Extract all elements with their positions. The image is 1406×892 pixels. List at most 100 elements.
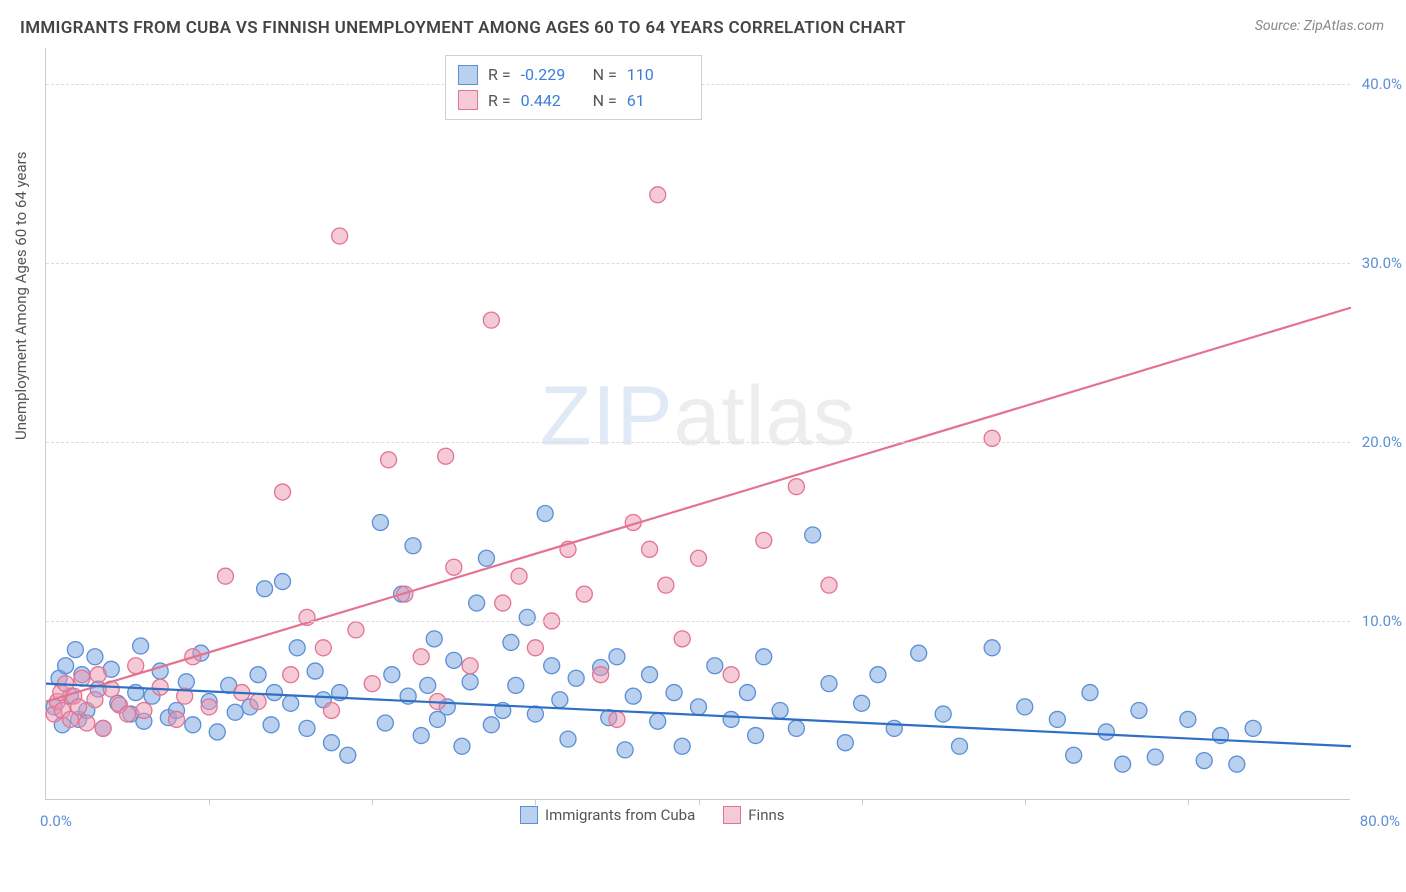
data-point	[748, 728, 764, 744]
stats-row-pink: R =0.442 N =61	[458, 88, 689, 114]
x-tick-mark	[535, 799, 536, 805]
y-tick: 30.0%	[1362, 254, 1402, 272]
data-point	[837, 735, 853, 751]
data-point	[723, 667, 739, 683]
data-point	[90, 667, 106, 683]
plot-svg	[46, 48, 1350, 799]
data-point	[788, 720, 804, 736]
data-point	[1196, 753, 1212, 769]
data-point	[1245, 720, 1261, 736]
data-point	[650, 713, 666, 729]
data-point	[1049, 711, 1065, 727]
data-point	[227, 704, 243, 720]
y-tick: 20.0%	[1362, 433, 1402, 451]
data-point	[691, 699, 707, 715]
data-point	[250, 667, 266, 683]
data-point	[1115, 756, 1131, 772]
data-point	[821, 676, 837, 692]
data-point	[537, 506, 553, 522]
x-tick-mark	[862, 799, 863, 805]
data-point	[508, 677, 524, 693]
data-point	[1082, 685, 1098, 701]
data-point	[609, 711, 625, 727]
data-point	[527, 640, 543, 656]
x-tick-mark	[1025, 799, 1026, 805]
data-point	[552, 692, 568, 708]
data-point	[71, 699, 87, 715]
data-point	[332, 228, 348, 244]
legend-label: Finns	[748, 806, 784, 824]
data-point	[250, 694, 266, 710]
x-tick-mark	[699, 799, 700, 805]
data-point	[870, 667, 886, 683]
data-point	[593, 667, 609, 683]
data-point	[495, 595, 511, 611]
data-point	[984, 430, 1000, 446]
data-point	[136, 702, 152, 718]
data-point	[788, 479, 804, 495]
data-point	[454, 738, 470, 754]
data-point	[854, 695, 870, 711]
grid-line	[46, 263, 1350, 264]
data-point	[381, 452, 397, 468]
data-point	[275, 574, 291, 590]
data-point	[87, 692, 103, 708]
data-point	[756, 649, 772, 665]
data-point	[185, 717, 201, 733]
data-point	[323, 735, 339, 751]
data-point	[283, 695, 299, 711]
data-point	[74, 670, 90, 686]
data-point	[201, 699, 217, 715]
data-point	[1147, 749, 1163, 765]
data-point	[691, 550, 707, 566]
data-point	[377, 715, 393, 731]
data-point	[364, 676, 380, 692]
data-point	[283, 667, 299, 683]
data-point	[372, 514, 388, 530]
data-point	[674, 631, 690, 647]
data-point	[576, 586, 592, 602]
data-point	[658, 577, 674, 593]
data-point	[511, 568, 527, 584]
data-point	[446, 559, 462, 575]
data-point	[984, 640, 1000, 656]
x-tick-origin: 0.0%	[40, 812, 72, 830]
data-point	[609, 649, 625, 665]
stats-row-blue: R =-0.229 N =110	[458, 62, 689, 88]
trend-line	[46, 308, 1351, 702]
source-label: Source: ZipAtlas.com	[1255, 18, 1384, 34]
data-point	[469, 595, 485, 611]
y-tick: 40.0%	[1362, 75, 1402, 93]
data-point	[650, 187, 666, 203]
data-point	[1066, 747, 1082, 763]
data-point	[911, 645, 927, 661]
data-point	[886, 720, 902, 736]
data-point	[642, 541, 658, 557]
swatch-pink	[458, 90, 478, 110]
data-point	[1131, 702, 1147, 718]
stats-box: R =-0.229 N =110 R =0.442 N =61	[445, 55, 702, 120]
data-point	[87, 649, 103, 665]
swatch-blue	[458, 65, 478, 85]
data-point	[307, 663, 323, 679]
data-point	[642, 667, 658, 683]
data-point	[67, 642, 83, 658]
data-point	[483, 717, 499, 733]
data-point	[519, 609, 535, 625]
data-point	[323, 702, 339, 718]
data-point	[756, 532, 772, 548]
data-point	[446, 652, 462, 668]
data-point	[257, 581, 273, 597]
data-point	[420, 677, 436, 693]
data-point	[413, 728, 429, 744]
data-point	[133, 638, 149, 654]
data-point	[263, 717, 279, 733]
y-tick: 10.0%	[1362, 612, 1402, 630]
data-point	[217, 568, 233, 584]
y-axis-label: Unemployment Among Ages 60 to 64 years	[12, 152, 30, 440]
data-point	[169, 711, 185, 727]
data-point	[560, 731, 576, 747]
data-point	[544, 658, 560, 674]
legend-item: Finns	[723, 806, 784, 824]
data-point	[95, 720, 111, 736]
